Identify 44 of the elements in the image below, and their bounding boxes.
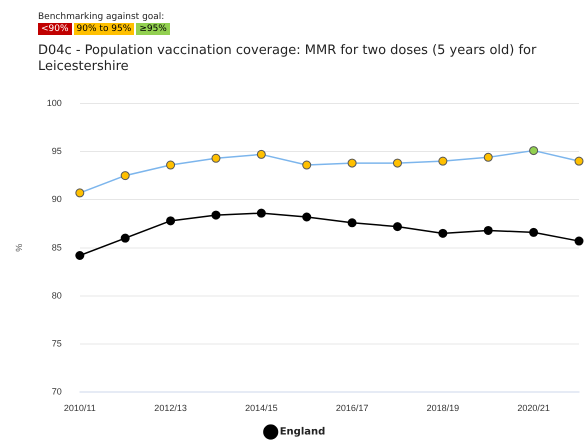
point <box>438 228 448 238</box>
y-axis-title: % <box>14 244 24 252</box>
point <box>574 236 584 246</box>
point <box>302 160 312 170</box>
point <box>75 188 84 198</box>
point <box>302 212 312 222</box>
point <box>211 154 220 163</box>
x-tick-label: 2014/15 <box>245 403 278 414</box>
point <box>211 210 220 220</box>
point <box>484 226 493 235</box>
text: <90% <box>38 23 72 35</box>
point <box>120 234 130 243</box>
text: Benchmarking against goal: <box>38 12 166 22</box>
y-tick-label: 75 <box>52 338 62 349</box>
point <box>348 218 357 228</box>
legend-label: England <box>280 426 326 438</box>
point <box>392 222 402 232</box>
y-tick-label: 90 <box>52 194 62 204</box>
text: 90% to 95% <box>74 23 134 35</box>
x-tick-label: 2018/19 <box>426 403 460 414</box>
point <box>75 251 84 260</box>
point <box>574 156 584 166</box>
x-tick-label: 2020/21 <box>517 403 550 414</box>
point <box>484 152 493 162</box>
point <box>392 158 402 168</box>
point <box>438 156 448 166</box>
x-tick-label: 2010/11 <box>64 403 96 414</box>
point <box>120 171 130 180</box>
y-tick-label: 70 <box>52 386 62 397</box>
point <box>529 228 538 237</box>
y-tick-label: 95 <box>52 146 62 156</box>
y-tick-label: 80 <box>52 290 62 300</box>
y-tick-label: 100 <box>46 98 62 108</box>
point <box>166 160 176 170</box>
chart-title: D04c - Population vaccination coverage: MMR for two doses (5 years old) for Leicestershire <box>38 43 538 75</box>
x-tick-label: 2016/17 <box>336 403 368 414</box>
y-tick-label: 85 <box>52 242 62 252</box>
point <box>348 158 357 168</box>
x-tick-label: 2012/13 <box>154 403 187 414</box>
point <box>256 208 266 218</box>
point <box>256 150 266 159</box>
text: ≥95% <box>136 23 170 35</box>
point <box>529 146 538 156</box>
point <box>166 216 176 226</box>
